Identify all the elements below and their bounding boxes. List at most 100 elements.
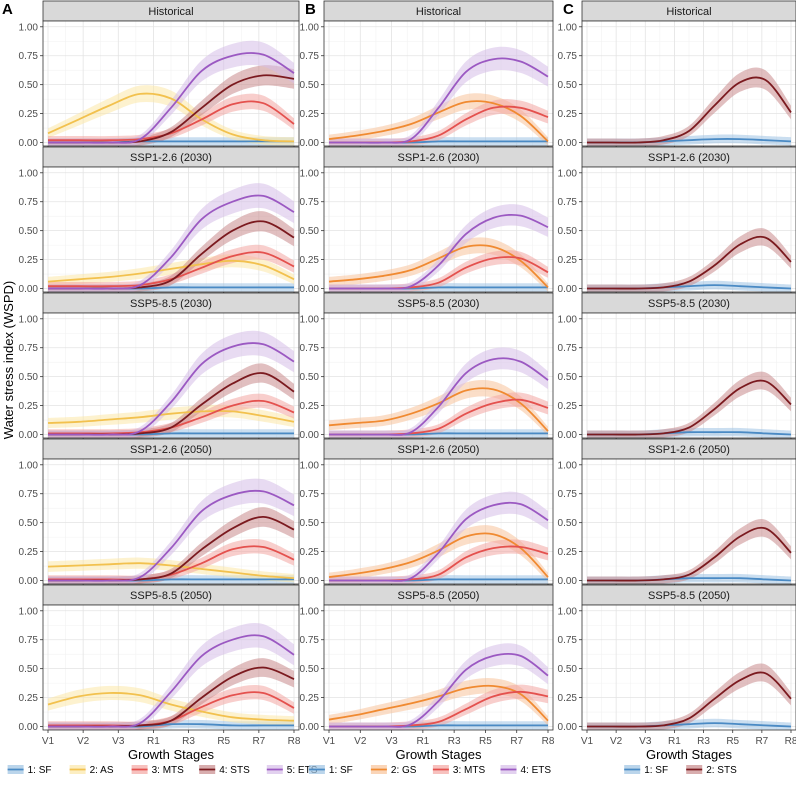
legend-label: 1: SF: [644, 765, 668, 776]
column-letter: A: [2, 1, 13, 18]
y-tick-label: 1.00: [300, 460, 320, 471]
x-tick-label: V2: [354, 736, 367, 747]
y-tick-label: 0.75: [558, 489, 578, 500]
panel-title: SSP1-2.6 (2050): [398, 444, 480, 456]
x-tick-label: R8: [288, 736, 301, 747]
panel-border: [581, 312, 796, 439]
x-tick-label: V1: [323, 736, 336, 747]
panel: SSP5-8.5 (2030) 0.00 0.25 0.50 0.75 1.00: [19, 292, 300, 441]
panel-border: [42, 312, 300, 439]
x-tick-label: R1: [416, 736, 429, 747]
y-tick-label: 0.00: [300, 576, 320, 587]
series-line: [587, 76, 792, 144]
panel-border: [323, 166, 554, 293]
y-tick-label: 0.75: [558, 635, 578, 646]
x-tick-label: R3: [697, 736, 710, 747]
x-tick-label: R3: [182, 736, 195, 747]
y-tick-label: 0.75: [300, 51, 320, 62]
series-line: [47, 92, 295, 143]
legend-label: 2: AS: [90, 765, 114, 776]
y-tick-label: 1.00: [558, 606, 578, 617]
series-line: [328, 244, 549, 289]
panel: SSP1-2.6 (2050) 0.00 0.25 0.50 0.75 1.00: [300, 438, 554, 587]
panel-title: SSP1-2.6 (2030): [130, 152, 212, 164]
y-tick-label: 0.75: [19, 51, 39, 62]
y-tick-label: 0.25: [558, 255, 578, 266]
y-tick-label: 0.50: [300, 80, 320, 91]
y-tick-label: 0.75: [300, 635, 320, 646]
x-axis-title: Growth Stages: [646, 747, 732, 762]
panel-border: [42, 166, 300, 293]
series-line: [48, 342, 295, 436]
y-tick-label: 0.50: [19, 226, 39, 237]
y-tick-label: 1.00: [558, 314, 578, 325]
confidence-band: [48, 393, 294, 438]
confidence-band: [329, 99, 548, 147]
y-tick-label: 0.00: [558, 138, 578, 149]
x-tick-label: R7: [755, 736, 768, 747]
series-line: [328, 684, 549, 722]
panel-title: SSP5-8.5 (2030): [648, 298, 730, 310]
y-tick-label: 1.00: [19, 460, 39, 471]
y-tick-label: 0.50: [300, 372, 320, 383]
y-tick-label: 0.50: [558, 518, 578, 529]
y-tick-label: 1.00: [300, 168, 320, 179]
series-line: [587, 235, 792, 290]
series-line: [329, 213, 549, 290]
series-line: [328, 532, 549, 578]
panel-title: Historical: [666, 6, 711, 18]
legend-label: 5: ETS: [287, 765, 318, 776]
y-tick-label: 0.50: [300, 664, 320, 675]
column-A: A Historical0.000.250.500.751.00SSP1-2.6 …: [2, 0, 318, 776]
y-tick-label: 0.75: [558, 51, 578, 62]
y-tick-label: 0.00: [300, 430, 320, 441]
panel-border: [42, 20, 300, 147]
y-tick-label: 0.75: [300, 489, 320, 500]
y-tick-label: 0.25: [300, 401, 320, 412]
y-tick-label: 0.50: [300, 226, 320, 237]
panel-title: SSP1-2.6 (2050): [648, 444, 730, 456]
panel: SSP5-8.5 (2050) 0.00 0.25 0.50 0.75 1.00: [300, 584, 554, 733]
legend-label: 3: MTS: [453, 765, 486, 776]
series-line: [47, 545, 295, 581]
x-tick-label: R7: [252, 736, 265, 747]
y-tick-label: 0.75: [19, 635, 39, 646]
panel-title: SSP1-2.6 (2030): [398, 152, 480, 164]
y-tick-label: 0.50: [19, 372, 39, 383]
y-tick-label: 0.00: [558, 576, 578, 587]
panel-border: [581, 20, 796, 147]
y-tick-label: 0.25: [558, 693, 578, 704]
y-tick-label: 1.00: [300, 314, 320, 325]
series-line: [587, 671, 792, 728]
panel-border: [323, 20, 554, 147]
y-tick-label: 0.25: [300, 693, 320, 704]
panel: SSP1-2.6 (2050) 0.00 0.25 0.50 0.75 1.00: [19, 438, 300, 587]
y-tick-label: 0.00: [19, 576, 39, 587]
x-tick-label: R5: [479, 736, 492, 747]
legend-item: 2: AS: [69, 765, 114, 776]
confidence-band: [48, 93, 294, 145]
legend-item: 2: GS: [370, 765, 417, 776]
panel-title: Historical: [416, 6, 461, 18]
y-tick-label: 0.50: [19, 518, 39, 529]
y-tick-label: 0.25: [558, 109, 578, 120]
confidence-band: [329, 643, 548, 731]
y-tick-label: 0.50: [558, 664, 578, 675]
x-tick-label: V3: [385, 736, 398, 747]
column-letter: C: [563, 1, 574, 18]
confidence-band: [48, 40, 294, 147]
y-tick-label: 0.00: [558, 722, 578, 733]
series-line: [48, 194, 295, 290]
y-tick-label: 0.00: [19, 430, 39, 441]
legend-label: 2: STS: [706, 765, 737, 776]
y-tick-label: 0.25: [19, 255, 39, 266]
y-tick-label: 0.00: [19, 138, 39, 149]
legend-label: 3: MTS: [152, 765, 185, 776]
legend: 1: SF 2: STS: [624, 765, 737, 776]
confidence-band: [48, 622, 294, 731]
legend: 1: SF 2: GS 3: MTS 4: ETS: [308, 765, 551, 776]
panel-title: SSP5-8.5 (2030): [398, 298, 480, 310]
y-tick-label: 0.75: [19, 343, 39, 354]
panel: SSP5-8.5 (2030) 0.00 0.25 0.50 0.75 1.00: [300, 292, 554, 441]
